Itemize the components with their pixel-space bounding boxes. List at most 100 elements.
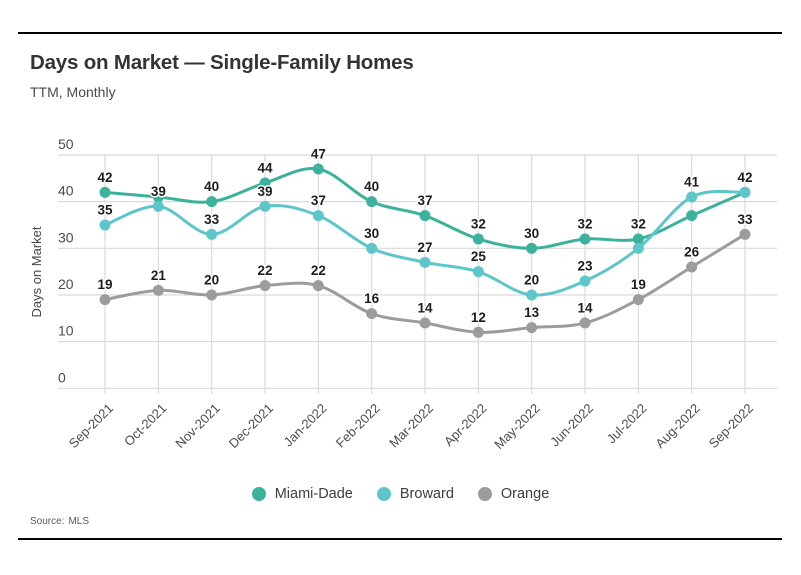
value-label: 41	[684, 174, 700, 189]
chart-title: Days on Market — Single-Family Homes	[30, 51, 414, 74]
value-label: 42	[737, 170, 752, 185]
y-tick-label: 40	[58, 183, 74, 199]
value-label: 14	[577, 300, 593, 315]
value-label: 23	[577, 258, 593, 273]
value-label: 16	[364, 291, 380, 306]
x-tick-label: Feb-2022	[333, 401, 383, 451]
legend-dot-icon	[477, 487, 492, 501]
data-point	[579, 275, 591, 287]
data-point	[739, 186, 751, 198]
value-label: 12	[471, 310, 486, 325]
chart-subtitle: TTM, Monthly	[30, 84, 116, 100]
data-point	[579, 233, 591, 245]
data-point	[526, 242, 538, 254]
data-point	[686, 191, 698, 203]
x-tick-label: Jun-2022	[547, 401, 596, 450]
data-point	[312, 280, 324, 292]
value-label: 39	[257, 184, 272, 199]
data-point	[686, 261, 698, 273]
data-point	[206, 228, 218, 240]
legend-dot-icon	[376, 487, 391, 501]
value-label: 40	[204, 179, 219, 194]
y-tick-label: 10	[58, 323, 74, 339]
bottom-rule	[18, 538, 782, 540]
value-label: 33	[204, 212, 220, 227]
legend-dot-icon	[251, 487, 266, 501]
data-point	[579, 317, 591, 329]
value-label: 30	[364, 226, 379, 241]
value-label: 40	[364, 179, 379, 194]
x-tick-label: Jul-2022	[604, 401, 650, 447]
data-point	[366, 242, 378, 254]
x-tick-label: Sep-2021	[66, 401, 116, 451]
value-label: 21	[151, 268, 167, 283]
legend-label: Miami-Dade	[274, 486, 353, 502]
data-point	[632, 294, 644, 306]
data-point	[419, 256, 431, 268]
y-axis-title: Days on Market	[29, 226, 44, 317]
data-point	[526, 289, 538, 301]
legend-label: Orange	[500, 486, 550, 502]
data-point	[312, 210, 324, 222]
data-point	[419, 210, 431, 222]
legend-item-broward: Broward	[376, 486, 454, 502]
x-tick-label: Mar-2022	[386, 401, 436, 451]
y-tick-label: 0	[58, 369, 66, 385]
value-label: 25	[471, 249, 487, 264]
x-tick-label: Apr-2022	[441, 401, 489, 449]
data-point	[686, 210, 698, 222]
data-point	[99, 186, 111, 198]
value-label: 33	[737, 212, 753, 227]
value-label: 44	[257, 160, 273, 175]
data-point	[739, 228, 751, 240]
data-point	[206, 289, 218, 301]
value-label: 35	[97, 202, 113, 217]
data-point	[206, 196, 218, 208]
x-tick-label: Jan-2022	[281, 401, 330, 450]
source-value: MLS	[68, 516, 90, 527]
value-label: 37	[417, 193, 432, 208]
data-point	[259, 200, 271, 212]
value-label: 42	[97, 170, 112, 185]
x-tick-label: Oct-2021	[121, 401, 169, 449]
source-label: Source:	[30, 516, 65, 527]
x-tick-label: Sep-2022	[706, 401, 756, 451]
value-label: 14	[417, 300, 433, 315]
data-point	[419, 317, 431, 329]
data-point	[472, 266, 484, 278]
data-point	[366, 308, 378, 320]
data-point	[99, 294, 111, 306]
y-tick-label: 30	[58, 229, 74, 245]
value-label: 26	[684, 244, 700, 259]
value-label: 37	[311, 193, 326, 208]
x-tick-label: May-2022	[491, 401, 542, 452]
value-label: 22	[257, 263, 272, 278]
legend-item-miami-dade: Miami-Dade	[251, 486, 353, 502]
value-label: 19	[97, 277, 112, 292]
value-label: 39	[151, 184, 166, 199]
data-point	[472, 326, 484, 338]
chart-legend: Miami-Dade Broward Orange	[0, 482, 801, 506]
value-label: 47	[311, 146, 326, 161]
value-label: 20	[524, 272, 539, 287]
value-label: 32	[471, 216, 486, 231]
source-line: Source: MLS	[30, 516, 89, 527]
x-tick-label: Nov-2021	[172, 401, 222, 451]
value-label: 32	[631, 216, 646, 231]
y-tick-label: 50	[58, 136, 74, 152]
data-point	[259, 177, 271, 189]
legend-item-orange: Orange	[477, 486, 550, 502]
data-point	[99, 219, 111, 231]
data-point	[472, 233, 484, 245]
data-point	[312, 163, 324, 175]
value-label: 20	[204, 272, 219, 287]
value-label: 13	[524, 305, 540, 320]
value-label: 27	[417, 240, 432, 255]
data-point	[152, 284, 164, 296]
data-point	[152, 200, 164, 212]
legend-label: Broward	[399, 486, 454, 502]
data-point	[366, 196, 378, 208]
x-tick-label: Aug-2022	[652, 401, 702, 451]
